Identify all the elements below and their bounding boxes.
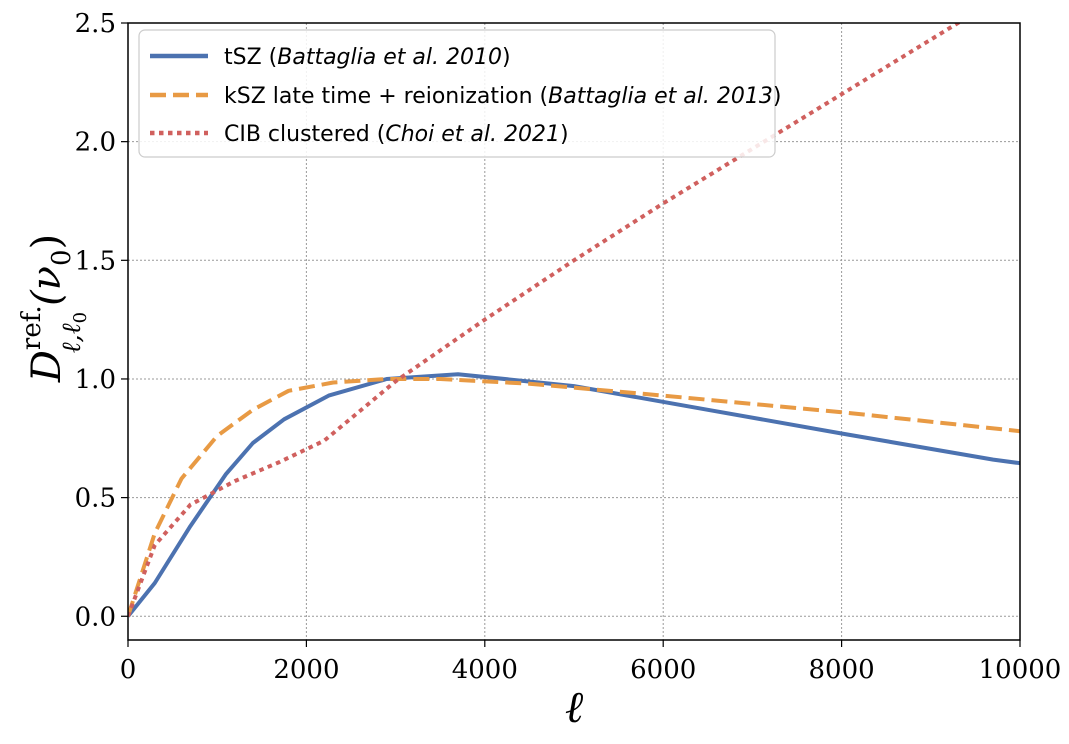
y-label-argument-close: ) (24, 234, 70, 250)
x-tick-label: 6000 (630, 655, 696, 685)
legend-entry-tsz: tSZ (Battaglia et al. 2010) (224, 45, 511, 70)
legend-label-tsz: tSZ ( (224, 45, 277, 70)
legend-label-cib: CIB clustered ( (224, 122, 385, 147)
series-line-tsz (128, 372, 1020, 618)
legend-citation-tsz: Battaglia et al. 2010 (277, 45, 502, 70)
legend: tSZ (Battaglia et al. 2010) kSZ late tim… (138, 29, 781, 158)
y-label-subscript-index: 0 (70, 312, 91, 323)
y-tick-label: 1.5 (75, 246, 116, 276)
x-axis-label: ℓ (565, 682, 584, 733)
y-label-base: D (24, 350, 70, 383)
y-axis-label: Dref. ℓ,ℓ0(ν0) (17, 234, 91, 383)
legend-close-tsz: ) (502, 45, 511, 70)
series-line-cib-clustered (128, 23, 962, 618)
y-tick-label: 2.5 (75, 9, 116, 39)
y-tick-label: 1.0 (75, 365, 116, 395)
series-line-ksz-late-time-reionization (128, 377, 1020, 617)
y-label-argument-index: 0 (47, 249, 77, 266)
y-tick-label: 2.0 (75, 128, 116, 158)
y-label-superscript: ref. (17, 305, 47, 350)
x-tick-label: 10000 (979, 655, 1062, 685)
legend-citation-ksz: Battaglia et al. 2013 (548, 84, 773, 109)
plot-frame (127, 22, 1021, 641)
y-label-argument: (ν (24, 266, 70, 306)
y-tick-label: 0.0 (75, 602, 116, 632)
legend-entry-ksz: kSZ late time + reionization (Battaglia … (224, 84, 781, 109)
legend-box (138, 29, 776, 158)
legend-label-ksz: kSZ late time + reionization ( (224, 84, 548, 109)
legend-close-ksz: ) (773, 84, 782, 109)
y-label-subscript: ℓ,ℓ (57, 323, 87, 353)
x-tick-label: 4000 (452, 655, 518, 685)
series-layer (128, 23, 1020, 618)
x-tick-label: 8000 (809, 655, 875, 685)
x-tick-label: 2000 (273, 655, 339, 685)
legend-citation-cib: Choi et al. 2021 (385, 122, 560, 147)
legend-close-cib: ) (560, 122, 569, 147)
axis-ticks: 0 2000 4000 6000 8000 10000 0.0 0.5 1.0 1.5 2.0 2.5 (75, 9, 1062, 685)
legend-entry-cib: CIB clustered (Choi et al. 2021) (224, 122, 569, 147)
y-tick-label: 0.5 (75, 484, 116, 514)
x-tick-label: 0 (120, 655, 137, 685)
